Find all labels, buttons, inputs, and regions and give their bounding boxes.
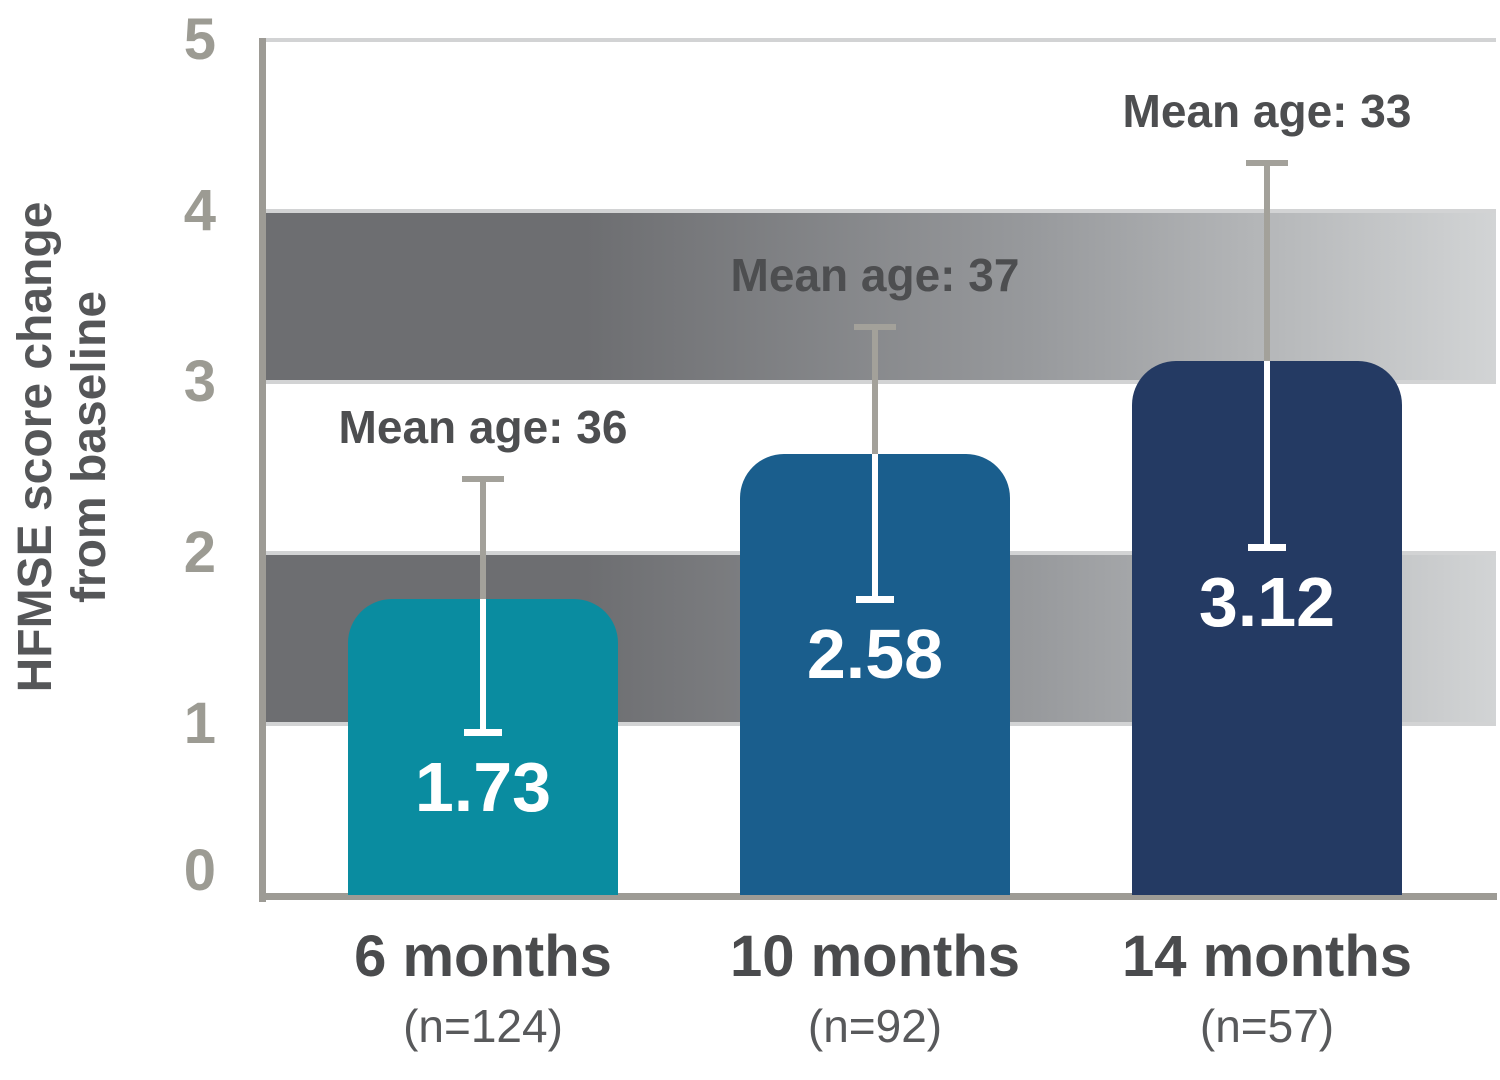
bar-value-label: 2.58 [806, 614, 944, 693]
error-bar-lower-line [480, 599, 486, 734]
gridline-5 [266, 38, 1496, 42]
x-tick-sublabel-n: (n=92) [807, 1000, 943, 1052]
x-tick-label-14-months: 14 months [1121, 924, 1413, 989]
y-tick-label-5: 5 [183, 7, 216, 72]
error-bar-upper-line [480, 479, 486, 600]
bar-value-label: 3.12 [1198, 563, 1336, 642]
error-bar-top-cap [854, 324, 896, 331]
y-axis-title-line2: from baseline [63, 290, 116, 604]
reference-band-3-4 [266, 209, 1496, 384]
y-tick-label-1: 1 [183, 691, 216, 756]
error-bar-bottom-cap [1248, 544, 1286, 552]
error-bar-upper-line [1264, 163, 1270, 362]
y-axis-title-line1: HFMSE score change [8, 201, 62, 693]
error-bar-top-cap [462, 476, 504, 483]
x-axis-line [259, 893, 1497, 900]
mean-age-annotation: Mean age: 37 [730, 249, 1020, 302]
error-bar-lower-line [1264, 361, 1270, 549]
y-tick-label-2: 2 [183, 520, 216, 585]
x-tick-sublabel-n: (n=57) [1199, 1000, 1335, 1052]
bar-value-label: 1.73 [414, 748, 552, 827]
y-axis-title: HFMSE score change from baseline [9, 202, 117, 693]
error-bar-bottom-cap [856, 595, 894, 603]
mean-age-annotation: Mean age: 33 [1122, 85, 1412, 138]
x-tick-label-6-months: 6 months [354, 924, 612, 989]
error-bar-upper-line [872, 327, 878, 454]
error-bar-lower-line [872, 453, 878, 600]
y-tick-label-4: 4 [183, 178, 216, 243]
x-tick-label-10-months: 10 months [729, 924, 1021, 989]
mean-age-annotation: Mean age: 36 [338, 401, 628, 454]
y-tick-label-3: 3 [183, 349, 216, 414]
x-tick-sublabel-n: (n=124) [403, 1000, 563, 1052]
error-bar-top-cap [1246, 160, 1288, 167]
error-bar-bottom-cap [464, 729, 502, 737]
y-tick-label-0: 0 [183, 838, 216, 903]
y-axis-line [259, 38, 266, 902]
